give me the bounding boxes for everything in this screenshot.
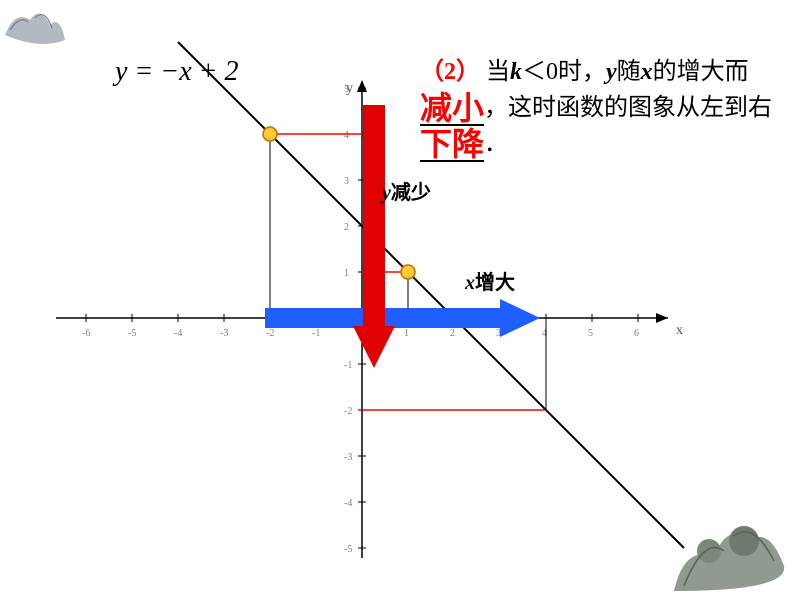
- svg-text:-6: -6: [82, 328, 90, 339]
- svg-text:-1: -1: [312, 328, 320, 339]
- blank-2: 下降: [420, 128, 484, 162]
- svg-text:5: 5: [344, 84, 349, 95]
- svg-text:-5: -5: [128, 328, 136, 339]
- svg-text:2: 2: [450, 328, 455, 339]
- svg-text:-4: -4: [174, 328, 182, 339]
- svg-text:-5: -5: [344, 544, 352, 555]
- svg-text:-3: -3: [220, 328, 228, 339]
- x-increase-label: x增大: [465, 266, 515, 295]
- svg-text:2: 2: [344, 222, 349, 233]
- svg-text:-3: -3: [344, 452, 352, 463]
- svg-text:1: 1: [404, 328, 409, 339]
- svg-text:4: 4: [344, 130, 349, 141]
- svg-text:3: 3: [344, 176, 349, 187]
- svg-text:-2: -2: [266, 328, 274, 339]
- svg-text:1: 1: [344, 268, 349, 279]
- svg-text:x: x: [676, 323, 683, 338]
- decoration-bottom-right-icon: [654, 496, 794, 596]
- blank-1: 减小: [420, 92, 484, 126]
- decoration-top-left-icon: [0, 0, 70, 55]
- problem-number: （2）: [420, 59, 480, 85]
- svg-text:5: 5: [588, 328, 593, 339]
- equation-label: y = −x + 2: [115, 56, 239, 88]
- y-decrease-label: y减少: [382, 176, 431, 205]
- svg-text:-1: -1: [344, 360, 352, 371]
- svg-text:-2: -2: [344, 406, 352, 417]
- problem-statement: （2） 当k＜0时，y随x的增大而减小，这时函数的图象从左到右下降．: [420, 54, 790, 162]
- svg-text:-4: -4: [344, 498, 352, 509]
- svg-text:6: 6: [634, 328, 639, 339]
